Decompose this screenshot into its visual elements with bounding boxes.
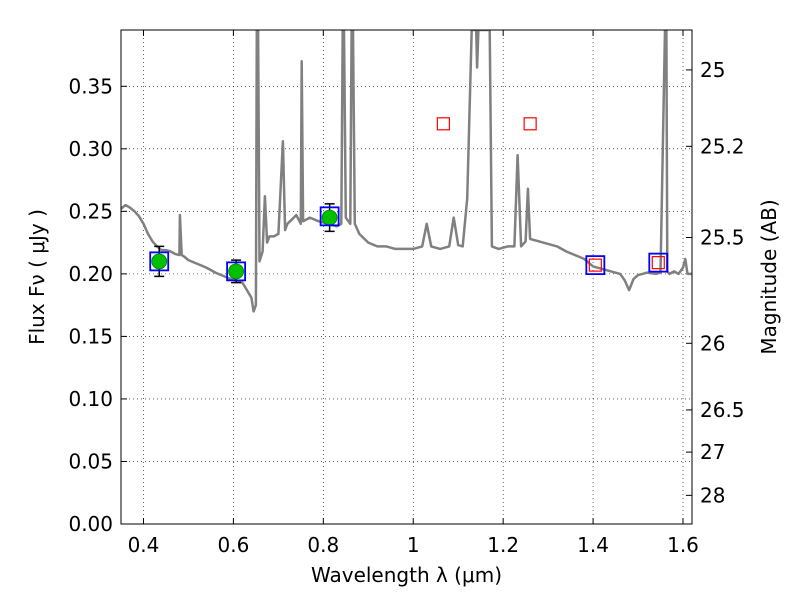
- y-tick-label: 0.15: [68, 324, 113, 348]
- limit-point: [523, 117, 537, 131]
- y-tick-label: 0.00: [68, 512, 113, 536]
- x-axis-label: Wavelength λ (μm): [311, 563, 502, 587]
- model-point: [319, 206, 340, 227]
- y-tick-label: 0.20: [68, 262, 113, 286]
- right-tick-label: 25.5: [700, 225, 745, 249]
- limit-point: [436, 117, 450, 131]
- axis-ticks: 0.4 0.6 0.8 1 1.2 1.4 1.6 0.00 0.05 0.10 0.15 0.20 0…: [68, 30, 745, 557]
- model-point: [226, 261, 246, 282]
- right-tick-label: 25: [700, 58, 725, 82]
- x-tick-label: 0.6: [217, 533, 249, 557]
- observed-point: [151, 253, 168, 270]
- y-axis-label-right: Magnitude (AB): [757, 199, 781, 354]
- y-axis-label-left: Flux Fν ( μJy ): [25, 209, 49, 345]
- model-point: [648, 252, 669, 273]
- observed-point: [228, 263, 244, 280]
- y-tick-label: 0.10: [68, 387, 113, 411]
- right-tick-label: 26: [700, 331, 725, 355]
- x-tick-label: 1.6: [667, 533, 699, 557]
- x-tick-label: 1.4: [577, 533, 609, 557]
- limit-point: [588, 258, 602, 272]
- y-tick-label: 0.05: [68, 449, 113, 473]
- y-tick-label: 0.25: [68, 199, 113, 223]
- plot-area: [121, 30, 692, 313]
- grid: [121, 30, 692, 524]
- model-point: [149, 251, 170, 272]
- observed-point: [321, 209, 338, 226]
- limit-point: [651, 256, 665, 270]
- x-tick-label: 1: [407, 533, 420, 557]
- plot-frame: [120, 29, 693, 525]
- y-tick-label: 0.35: [68, 74, 113, 98]
- right-tick-label: 26.5: [700, 398, 745, 422]
- right-tick-label: 27: [700, 440, 725, 464]
- spectrum-line: [121, 30, 692, 313]
- y-tick-label: 0.30: [68, 137, 113, 161]
- right-tick-label: 25.2: [700, 134, 745, 158]
- x-tick-label: 0.8: [307, 533, 339, 557]
- model-point: [585, 255, 606, 276]
- right-tick-label: 28: [700, 483, 725, 507]
- x-tick-label: 0.4: [128, 533, 160, 557]
- x-tick-label: 1.2: [487, 533, 519, 557]
